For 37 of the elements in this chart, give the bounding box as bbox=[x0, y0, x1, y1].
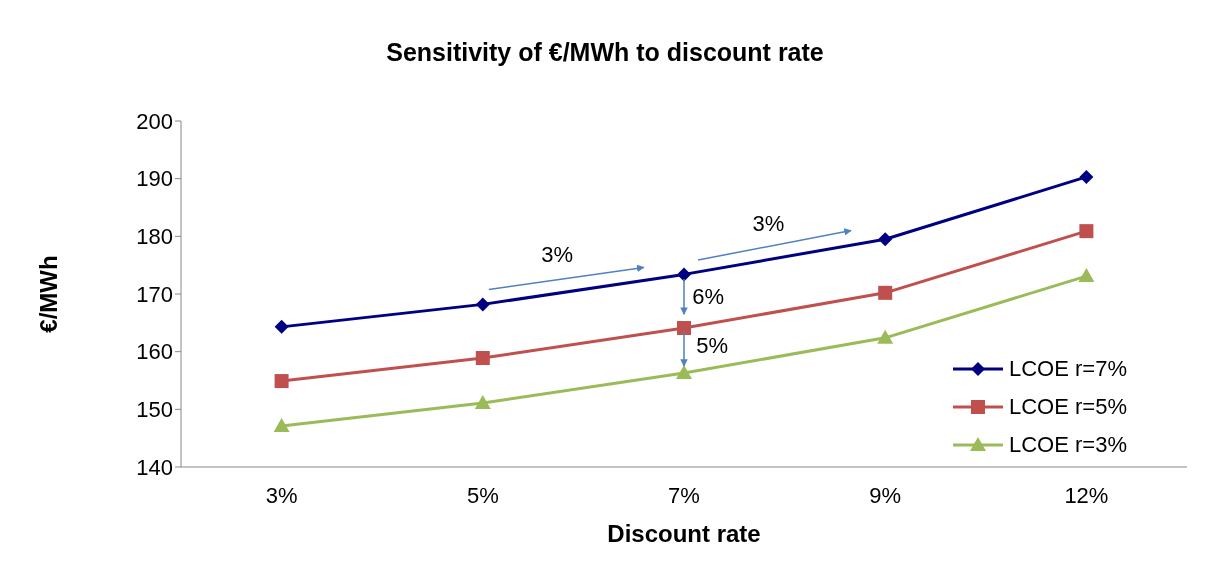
point bbox=[1079, 169, 1094, 184]
x-tick-label: 12% bbox=[1064, 482, 1109, 508]
point bbox=[474, 394, 491, 409]
y-tick-label: 170 bbox=[136, 281, 173, 307]
point bbox=[877, 329, 894, 344]
x-tick-label: 9% bbox=[869, 482, 902, 508]
y-axis-title: €/MWh bbox=[34, 255, 62, 333]
y-tick-label: 190 bbox=[136, 166, 173, 192]
y-tick-label: 200 bbox=[136, 108, 173, 134]
legend-label: LCOE r=7% bbox=[1009, 356, 1127, 382]
chart-title: Sensitivity of €/MWh to discount rate bbox=[385, 38, 825, 67]
y-tick-label: 140 bbox=[136, 454, 173, 480]
legend-label: LCOE r=3% bbox=[1009, 432, 1127, 458]
point bbox=[1078, 268, 1095, 283]
point bbox=[676, 365, 692, 379]
point bbox=[677, 321, 691, 336]
x-tick-label: 5% bbox=[466, 482, 499, 508]
annotation: 3% bbox=[541, 242, 574, 268]
x-axis-title: Discount rate bbox=[607, 520, 761, 548]
point bbox=[274, 374, 289, 389]
annotation: 6% bbox=[692, 283, 725, 309]
point bbox=[1079, 224, 1094, 239]
point bbox=[475, 351, 490, 366]
legend-label: LCOE r=5% bbox=[1009, 394, 1127, 420]
x-tick-label: 3% bbox=[265, 482, 298, 508]
point bbox=[273, 418, 290, 433]
y-tick-label: 180 bbox=[136, 224, 173, 250]
x-tick-label: 7% bbox=[668, 482, 700, 508]
annotation: 3% bbox=[752, 210, 785, 236]
point bbox=[475, 297, 490, 312]
y-tick-label: 160 bbox=[136, 339, 173, 365]
point bbox=[677, 267, 691, 282]
point bbox=[274, 319, 289, 334]
point bbox=[878, 285, 893, 300]
annotation: 5% bbox=[696, 333, 729, 359]
point bbox=[878, 232, 893, 247]
y-tick-label: 150 bbox=[136, 397, 173, 423]
